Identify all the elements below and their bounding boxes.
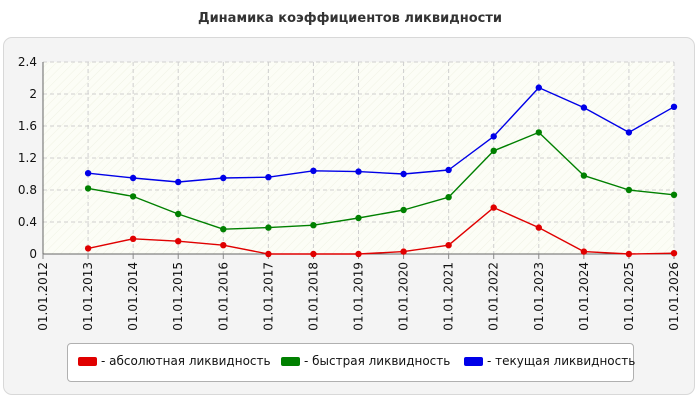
data-point-0 (310, 250, 317, 258)
legend-item-current: - текущая ликвидность (464, 354, 635, 368)
data-point-0 (175, 238, 182, 245)
data-point-2 (175, 178, 182, 186)
data-point-2 (220, 174, 227, 182)
legend-label-absolute: - абсолютная ликвидность (101, 354, 271, 368)
data-point-2 (400, 170, 407, 178)
legend-item-absolute: - абсолютная ликвидность (78, 354, 271, 368)
data-point-2 (490, 133, 497, 140)
series-line-0 (87, 206, 675, 255)
data-point-1 (310, 222, 317, 229)
series-group (84, 84, 678, 258)
data-point-2 (625, 129, 633, 136)
data-point-0 (670, 250, 678, 257)
x-tick-label: 01.01.2021 (442, 262, 456, 331)
data-point-1 (129, 193, 137, 200)
x-tick-label: 01.01.2013 (81, 262, 95, 331)
data-point-0 (220, 242, 227, 249)
data-point-0 (129, 235, 137, 242)
x-tick-label: 01.01.2020 (397, 262, 411, 331)
data-point-2 (129, 174, 137, 182)
data-point-1 (670, 191, 678, 198)
y-tick-label: 2.4 (18, 55, 37, 69)
data-point-0 (265, 250, 272, 258)
data-point-1 (265, 224, 272, 231)
y-tick-label: 0.4 (18, 215, 37, 229)
data-point-2 (580, 104, 588, 111)
data-point-2 (84, 170, 92, 177)
chart-legend: - абсолютная ликвидность - быстрая ликви… (67, 343, 635, 382)
legend-label-quick: - быстрая ликвидность (304, 354, 451, 368)
data-point-0 (400, 248, 407, 255)
data-point-1 (220, 226, 227, 233)
data-point-0 (355, 250, 362, 258)
data-point-0 (445, 242, 452, 249)
y-axis-ticks: 0 0.4 0.8 1.2 1.6 2 2.4 (18, 55, 37, 261)
series-line-2 (88, 86, 675, 183)
data-point-1 (535, 129, 542, 136)
data-point-2 (265, 174, 272, 181)
legend-label-current: - текущая ликвидность (487, 354, 636, 368)
series-line-1 (87, 131, 675, 230)
data-point-2 (310, 167, 317, 174)
data-point-1 (175, 210, 182, 218)
legend-item-quick: - быстрая ликвидность (281, 354, 450, 368)
data-point-2 (355, 168, 362, 175)
data-point-2 (535, 84, 542, 91)
data-point-2 (670, 103, 678, 111)
data-point-1 (84, 185, 92, 192)
data-point-0 (84, 245, 92, 252)
data-point-0 (490, 204, 497, 211)
x-tick-label: 01.01.2018 (306, 262, 320, 331)
x-tick-label: 01.01.2016 (216, 262, 230, 331)
y-tick-label: 0 (29, 247, 37, 261)
x-tick-label: 01.01.2017 (261, 262, 275, 331)
data-point-0 (535, 224, 542, 231)
data-point-0 (625, 250, 633, 258)
x-tick-label: 01.01.2012 (36, 262, 50, 331)
data-point-1 (355, 214, 362, 222)
x-tick-label: 01.01.2014 (126, 262, 140, 331)
x-tick-label: 01.01.2025 (622, 262, 636, 331)
y-tick-label: 1.2 (18, 151, 37, 165)
data-point-2 (445, 166, 452, 174)
data-point-1 (580, 172, 588, 179)
legend-swatch-current (464, 356, 483, 366)
legend-swatch-quick (281, 356, 300, 366)
x-tick-label: 01.01.2023 (532, 262, 546, 331)
y-tick-label: 1.6 (18, 119, 37, 133)
legend-swatch-absolute (78, 356, 97, 366)
x-tick-label: 01.01.2026 (667, 262, 681, 331)
data-point-1 (400, 206, 407, 214)
x-tick-label: 01.01.2019 (352, 262, 366, 331)
y-tick-label: 0.8 (18, 183, 37, 197)
data-point-1 (445, 194, 452, 201)
gridlines (43, 61, 675, 254)
y-tick-label: 2 (29, 87, 37, 101)
data-point-1 (625, 186, 633, 194)
data-point-1 (490, 147, 497, 154)
x-tick-label: 01.01.2022 (487, 262, 501, 331)
x-tick-label: 01.01.2024 (577, 262, 591, 331)
x-tick-label: 01.01.2015 (171, 262, 185, 331)
chart-title: Динамика коэффициентов ликвидности (198, 11, 502, 26)
data-point-0 (580, 248, 588, 255)
x-axis-ticks: 01.01.2012 01.01.2013 01.01.2014 01.01.2015… (36, 254, 681, 331)
